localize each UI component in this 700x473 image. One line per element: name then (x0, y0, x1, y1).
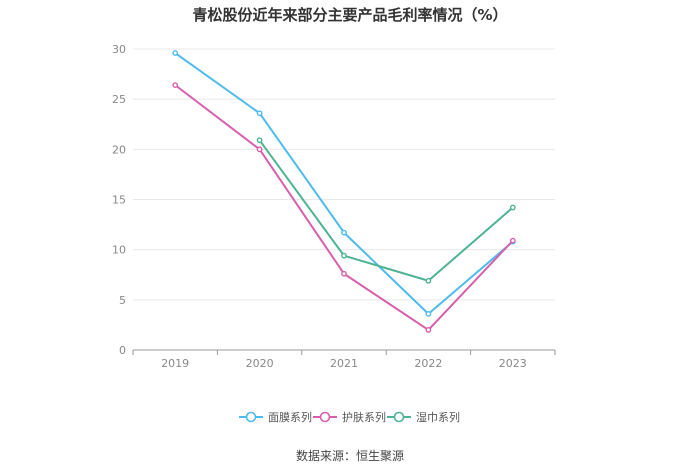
data-point (172, 82, 179, 89)
x-tick-label: 2021 (330, 357, 358, 370)
data-point (172, 50, 179, 56)
data-point (509, 204, 516, 211)
data-point (256, 146, 263, 153)
y-tick-label: 15 (112, 194, 126, 207)
legend-swatch-marker (245, 411, 257, 423)
data-point (425, 277, 432, 284)
legend-label: 护肤系列 (342, 410, 386, 424)
legend-label: 面膜系列 (268, 410, 312, 424)
y-tick-label: 10 (112, 244, 126, 257)
data-point (341, 252, 347, 259)
y-tick-label: 0 (119, 344, 126, 357)
y-tick-label: 20 (112, 143, 126, 156)
data-point (425, 310, 432, 317)
data-point (341, 270, 347, 277)
legend-swatch-marker (393, 411, 405, 423)
data-point (509, 237, 516, 244)
chart-title: 青松股份近年来部分主要产品毛利率情况（%） (192, 6, 508, 24)
legend-label: 湿巾系列 (416, 410, 460, 424)
data-point (341, 229, 347, 236)
x-tick-label: 2023 (499, 357, 527, 370)
data-source: 数据来源：恒生聚源 (295, 449, 404, 463)
x-tick-label: 2019 (161, 357, 189, 370)
x-tick-label: 2020 (246, 357, 274, 370)
y-tick-label: 30 (112, 43, 126, 56)
y-tick-label: 5 (119, 294, 126, 307)
data-point (256, 137, 263, 144)
series-line (174, 84, 514, 331)
data-point (425, 327, 432, 333)
legend-swatch-marker (319, 411, 331, 423)
data-point (256, 110, 263, 117)
series-line (258, 139, 514, 282)
y-tick-label: 25 (112, 93, 126, 106)
x-tick-label: 2022 (414, 357, 442, 370)
